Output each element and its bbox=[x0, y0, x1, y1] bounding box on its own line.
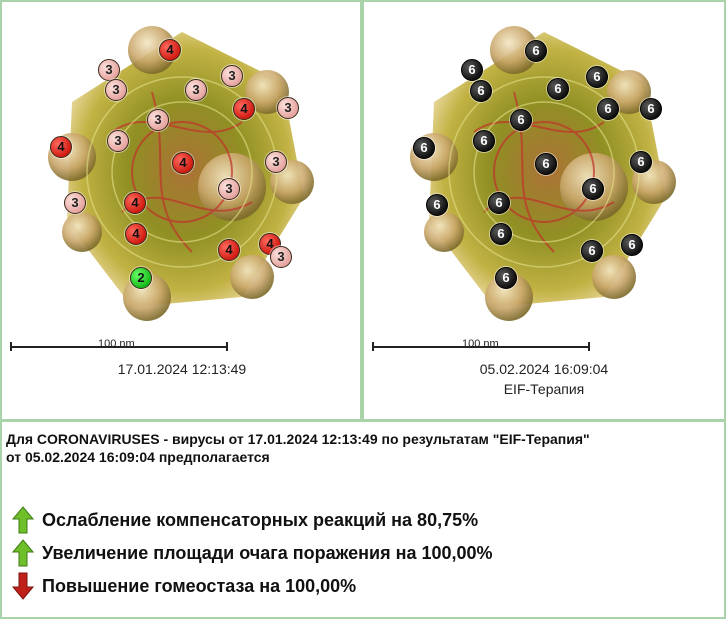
level-marker: 3 bbox=[105, 79, 127, 101]
level-marker: 6 bbox=[621, 234, 643, 256]
description-line-2: от 05.02.2024 16:09:04 предполагается bbox=[6, 449, 270, 465]
level-marker: 3 bbox=[98, 59, 120, 81]
level-marker: 4 bbox=[124, 192, 146, 214]
result-text: Увеличение площади очага поражения на 10… bbox=[42, 542, 493, 563]
result-item: Увеличение площади очага поражения на 10… bbox=[12, 539, 493, 567]
level-marker: 6 bbox=[630, 151, 652, 173]
horizontal-divider bbox=[0, 419, 726, 422]
result-text: Ослабление компенсаторных реакций на 80,… bbox=[42, 509, 479, 530]
level-marker: 3 bbox=[185, 79, 207, 101]
level-marker: 3 bbox=[270, 246, 292, 268]
arrow-up-icon bbox=[12, 539, 34, 567]
level-marker: 3 bbox=[147, 109, 169, 131]
level-marker: 3 bbox=[265, 151, 287, 173]
level-marker: 6 bbox=[586, 66, 608, 88]
level-marker: 6 bbox=[597, 98, 619, 120]
level-marker: 6 bbox=[490, 223, 512, 245]
level-marker: 6 bbox=[495, 267, 517, 289]
analysis-description: Для CORONAVIRUSES - вирусы от 17.01.2024… bbox=[6, 430, 720, 466]
level-marker: 3 bbox=[218, 178, 240, 200]
level-marker: 3 bbox=[64, 192, 86, 214]
level-marker: 6 bbox=[461, 59, 483, 81]
level-marker: 6 bbox=[488, 192, 510, 214]
arrow-up-icon bbox=[12, 506, 34, 534]
level-marker: 3 bbox=[107, 130, 129, 152]
date-label: 17.01.2024 12:13:49 bbox=[117, 361, 247, 377]
level-marker: 4 bbox=[233, 98, 255, 120]
result-text: Повышение гомеостаза на 100,00% bbox=[42, 575, 357, 596]
level-marker: 6 bbox=[581, 240, 603, 262]
level-marker: 6 bbox=[547, 78, 569, 100]
level-marker: 6 bbox=[582, 178, 604, 200]
level-marker: 4 bbox=[50, 136, 72, 158]
scale-label: 100 nm bbox=[98, 338, 135, 350]
description-line-1: Для CORONAVIRUSES - вирусы от 17.01.2024… bbox=[6, 431, 590, 447]
level-marker: 6 bbox=[426, 194, 448, 216]
level-marker: 6 bbox=[413, 137, 435, 159]
level-marker: 6 bbox=[535, 153, 557, 175]
level-marker: 6 bbox=[510, 109, 532, 131]
level-marker: 6 bbox=[525, 40, 547, 62]
level-marker: 4 bbox=[159, 39, 181, 61]
scale-bar bbox=[10, 339, 228, 353]
arrow-down-icon bbox=[12, 572, 34, 600]
result-item: Повышение гомеостаза на 100,00% bbox=[12, 572, 356, 600]
level-marker: 6 bbox=[473, 130, 495, 152]
level-marker: 3 bbox=[221, 65, 243, 87]
level-marker: 4 bbox=[218, 239, 240, 261]
date-label: 05.02.2024 16:09:04 bbox=[479, 361, 609, 377]
scale-bar bbox=[372, 339, 590, 353]
therapy-label: EIF-Терапия bbox=[503, 381, 585, 397]
scale-label: 100 nm bbox=[462, 338, 499, 350]
vertical-divider bbox=[360, 0, 364, 420]
level-marker: 6 bbox=[640, 98, 662, 120]
result-item: Ослабление компенсаторных реакций на 80,… bbox=[12, 506, 478, 534]
level-marker: 3 bbox=[277, 97, 299, 119]
level-marker: 4 bbox=[125, 223, 147, 245]
level-marker: 4 bbox=[172, 152, 194, 174]
level-marker: 2 bbox=[130, 267, 152, 289]
level-marker: 6 bbox=[470, 80, 492, 102]
